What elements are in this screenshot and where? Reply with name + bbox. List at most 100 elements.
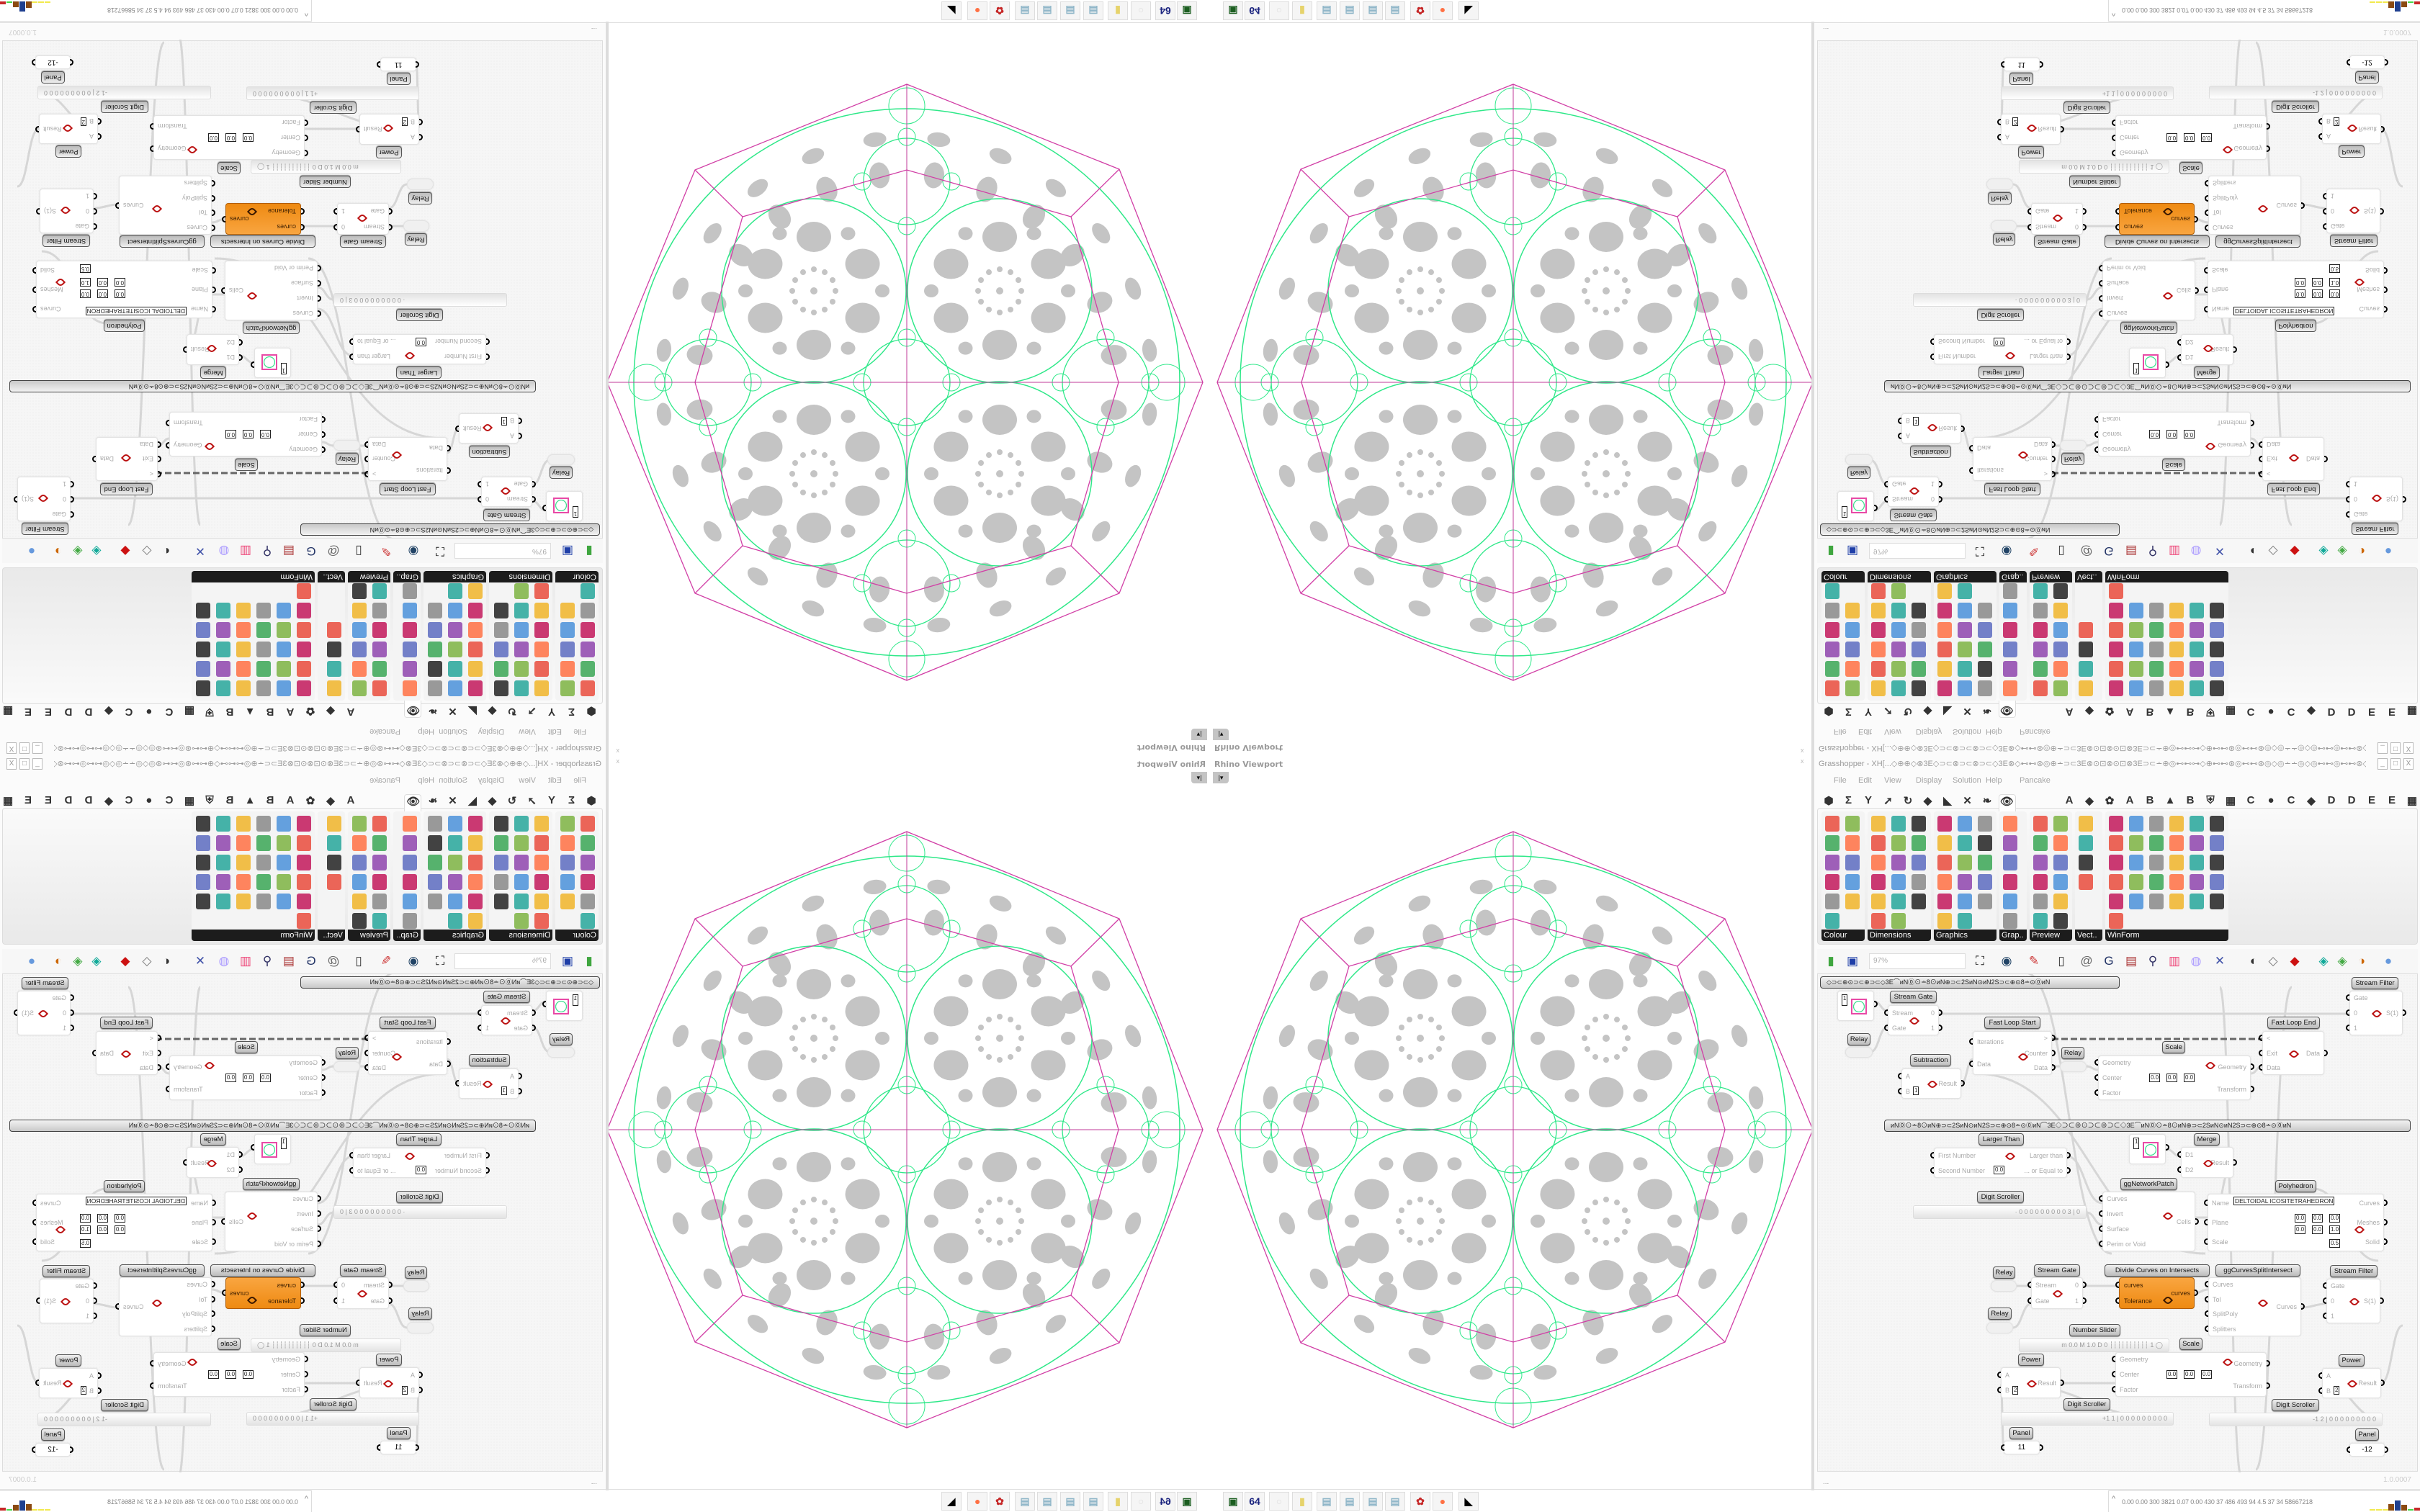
panel-label[interactable]: Panel bbox=[387, 73, 411, 85]
scale-label[interactable]: Scale bbox=[218, 162, 241, 174]
output-larger-than[interactable]: Larger than bbox=[357, 353, 391, 361]
input-grip[interactable] bbox=[2112, 1385, 2115, 1392]
ribbon-component-icon[interactable] bbox=[236, 642, 251, 657]
ribbon-component-icon[interactable] bbox=[236, 894, 251, 909]
output-1[interactable]: 1 bbox=[2074, 207, 2079, 215]
tab-icon[interactable]: B bbox=[2146, 794, 2154, 806]
relay-label[interactable]: Relay bbox=[1847, 1033, 1870, 1045]
tray-expand-icon[interactable]: ^ bbox=[304, 1495, 308, 1503]
notepad-icon[interactable]: ▤ bbox=[1015, 1, 1035, 20]
ribbon-component-icon[interactable] bbox=[2190, 835, 2204, 851]
zoom-level-combo[interactable]: 97% bbox=[1869, 953, 1966, 969]
ribbon-component-icon[interactable] bbox=[352, 855, 367, 870]
input-center[interactable]: Center bbox=[280, 1371, 300, 1378]
ribbon-component-icon[interactable] bbox=[494, 894, 508, 909]
stream-gate-node[interactable]: Stream Gate 0 1 bbox=[337, 203, 389, 235]
ribbon-component-icon[interactable] bbox=[2109, 913, 2123, 929]
ribbon-component-icon[interactable] bbox=[560, 622, 575, 638]
ribbon-component-icon[interactable] bbox=[372, 913, 387, 929]
input-grip[interactable] bbox=[1969, 1060, 1973, 1067]
maximize-button[interactable]: □ bbox=[19, 742, 30, 754]
tab-icon[interactable]: C bbox=[2246, 794, 2255, 806]
wire[interactable] bbox=[532, 1025, 550, 1053]
ribbon-component-icon[interactable] bbox=[1891, 603, 1906, 618]
output-grip[interactable] bbox=[32, 305, 36, 312]
swatch-node[interactable]: 1 bbox=[546, 491, 583, 521]
tray-expand-icon[interactable]: ^ bbox=[304, 9, 308, 17]
input-0[interactable]: 0 bbox=[62, 1009, 66, 1017]
output-geometry[interactable]: Geometry bbox=[2233, 145, 2262, 153]
tab-icon[interactable]: A bbox=[286, 794, 295, 806]
input-center[interactable]: Center bbox=[2102, 1074, 2123, 1081]
notepad-icon[interactable]: ▤ bbox=[1385, 1492, 1405, 1511]
ribbon-component-icon[interactable] bbox=[372, 622, 387, 638]
ribbon-component-icon[interactable] bbox=[2109, 894, 2123, 909]
ribbon-group-label[interactable]: Graphics bbox=[1934, 930, 1996, 941]
tab-icon[interactable]: D bbox=[84, 794, 93, 806]
group-header[interactable]: иN⓪⊙∸8⊙иN⊕⊃⊂2SиN⊙иN2S⊃⊂⊕⊙8∸⊙⓪иN⌒3E◇⊃⊂⊕⊙⊃… bbox=[9, 1120, 536, 1132]
wire[interactable] bbox=[2300, 203, 2327, 210]
wire[interactable] bbox=[2086, 1211, 2103, 1226]
ribbon-component-icon[interactable] bbox=[352, 622, 367, 638]
output--or-equal-to[interactable]: ... or Equal to bbox=[2024, 338, 2063, 346]
output-grip[interactable] bbox=[2267, 1382, 2270, 1389]
polyhedron-label[interactable]: Polyhedron bbox=[104, 1180, 145, 1192]
ribbon-component-icon[interactable] bbox=[1825, 855, 1839, 870]
input-name[interactable]: Name bbox=[2212, 1200, 2230, 1207]
preview-eye-icon[interactable]: ◉ bbox=[408, 954, 419, 968]
bake-icon[interactable]: ▯ bbox=[355, 544, 362, 558]
input-0[interactable]: 0 bbox=[2354, 1009, 2358, 1017]
wire[interactable] bbox=[2194, 217, 2209, 224]
input-gate[interactable]: Gate bbox=[75, 1282, 89, 1290]
ribbon-component-icon[interactable] bbox=[1825, 874, 1839, 890]
tab-icon[interactable]: ▦ bbox=[2, 795, 14, 807]
relay-label[interactable]: Relay bbox=[550, 1033, 573, 1045]
ribbon-component-icon[interactable] bbox=[372, 874, 387, 890]
wolf-icon[interactable]: ◣ bbox=[1458, 1, 1479, 20]
scale-node[interactable]: Geometry Center Factor Geometry Transform 0.0… bbox=[2115, 115, 2267, 160]
input-grip[interactable] bbox=[2099, 1240, 2102, 1247]
ribbon-component-icon[interactable] bbox=[2149, 642, 2164, 657]
divide-curves-on-intersects-node[interactable]: curves Tolerance curves bbox=[2119, 203, 2195, 235]
ribbon-component-icon[interactable] bbox=[468, 816, 483, 832]
input-gate[interactable]: Gate bbox=[52, 994, 66, 1002]
ribbon-component-icon[interactable] bbox=[514, 583, 529, 599]
input-geometry[interactable]: Geometry bbox=[289, 1059, 318, 1067]
output-grip[interactable] bbox=[1939, 1024, 1942, 1031]
fast-loop-end-label[interactable]: Fast Loop End bbox=[100, 1017, 153, 1029]
ribbon-component-icon[interactable] bbox=[468, 583, 483, 599]
tab-icon[interactable]: A bbox=[2125, 706, 2134, 718]
relay-label[interactable]: Relay bbox=[408, 1308, 432, 1320]
ribbon-group-label[interactable]: WinForm bbox=[2105, 571, 2228, 582]
input-stream[interactable]: Stream bbox=[506, 1009, 528, 1017]
ribbon-component-icon[interactable] bbox=[581, 913, 595, 929]
input-grip[interactable] bbox=[2318, 1387, 2322, 1394]
output-grip[interactable] bbox=[2381, 1380, 2385, 1386]
wire[interactable] bbox=[17, 1324, 40, 1385]
ribbon-component-icon[interactable] bbox=[1845, 874, 1860, 890]
input-factor[interactable]: Factor bbox=[2102, 415, 2121, 423]
divide-curves-on-intersects-label[interactable]: Divide Curves on Intersects bbox=[210, 235, 315, 248]
output-grip[interactable] bbox=[2067, 1151, 2071, 1158]
bulb-icon[interactable]: ◍ bbox=[218, 954, 230, 968]
minimize-button[interactable]: _ bbox=[2378, 742, 2388, 754]
ribbon-component-icon[interactable] bbox=[448, 874, 462, 890]
ribbon-component-icon[interactable] bbox=[277, 661, 291, 677]
output-grip[interactable] bbox=[2067, 1166, 2071, 1174]
input-grip[interactable] bbox=[2346, 1009, 2349, 1016]
z-axis-coordinate[interactable]: 0.0 bbox=[114, 278, 125, 287]
panel-label[interactable]: Panel bbox=[2355, 1428, 2379, 1441]
tab-icon[interactable]: ✕ bbox=[448, 705, 457, 717]
tab-icon[interactable]: ◆ bbox=[2085, 705, 2094, 717]
ribbon-component-icon[interactable] bbox=[2053, 855, 2068, 870]
input-b[interactable]: B bbox=[2326, 1387, 2331, 1395]
input-grip[interactable] bbox=[2259, 470, 2262, 477]
mesh-icon[interactable]: ◐ bbox=[2249, 544, 2258, 558]
ribbon-component-icon[interactable] bbox=[2033, 816, 2048, 832]
ribbon-component-icon[interactable] bbox=[2033, 680, 2048, 696]
tab-icon[interactable]: ✕ bbox=[448, 795, 457, 807]
relay-label[interactable]: Relay bbox=[2061, 453, 2084, 465]
input-b[interactable]: B bbox=[1906, 417, 1911, 425]
tab-icon[interactable]: D bbox=[2347, 706, 2356, 718]
ribbon-component-icon[interactable] bbox=[514, 874, 529, 890]
